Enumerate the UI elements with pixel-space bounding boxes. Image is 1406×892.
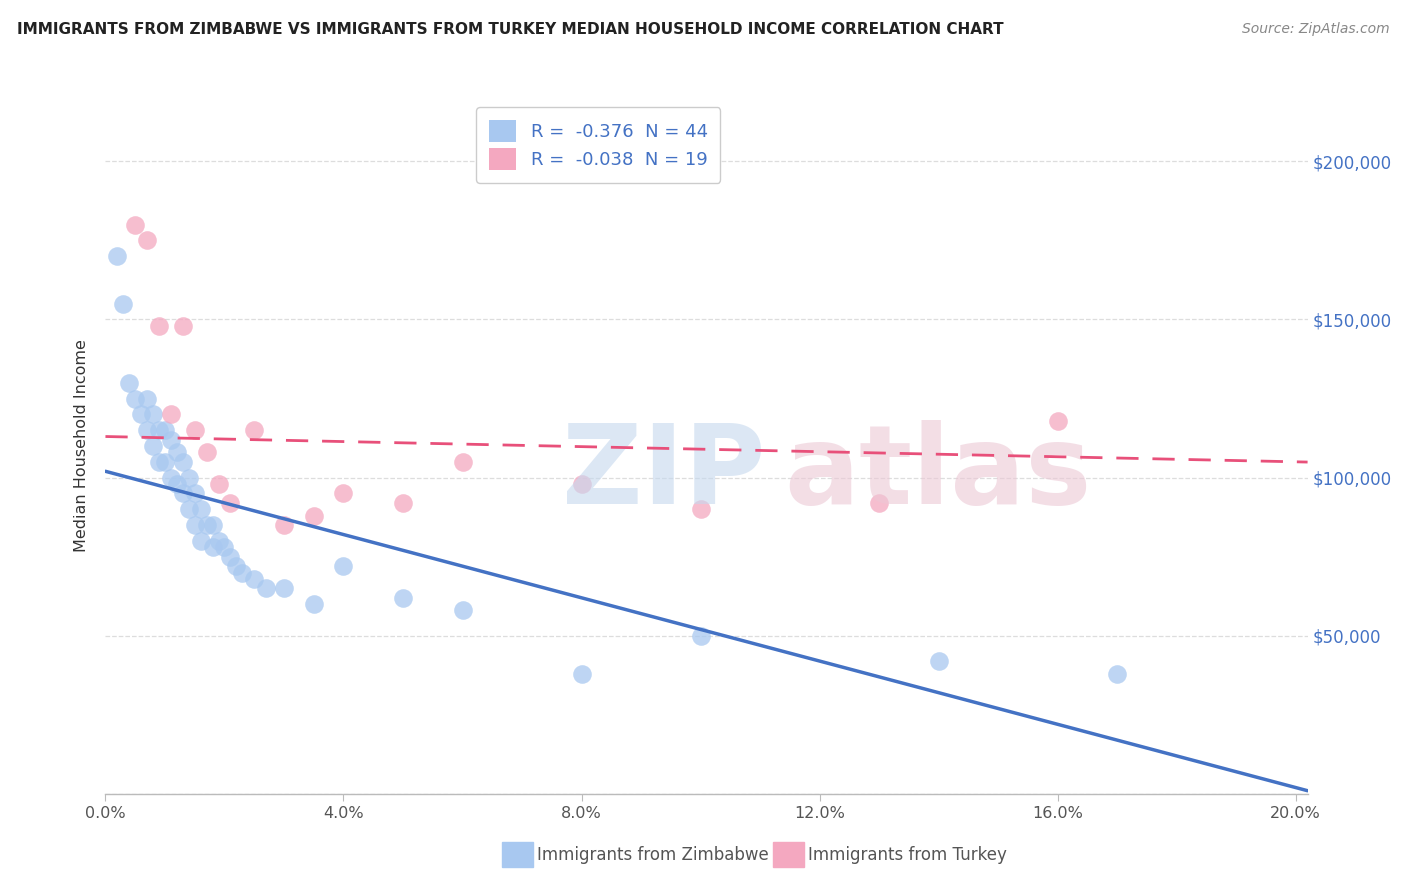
- Point: [689, 629, 711, 643]
- Point: [177, 470, 200, 484]
- Point: [243, 572, 266, 586]
- Point: [124, 218, 146, 232]
- Point: [214, 540, 236, 554]
- Point: [207, 533, 229, 548]
- Point: [166, 477, 188, 491]
- Point: [124, 392, 146, 406]
- Point: [392, 496, 415, 510]
- Text: IMMIGRANTS FROM ZIMBABWE VS IMMIGRANTS FROM TURKEY MEDIAN HOUSEHOLD INCOME CORRE: IMMIGRANTS FROM ZIMBABWE VS IMMIGRANTS F…: [17, 22, 1004, 37]
- Point: [219, 496, 242, 510]
- Point: [172, 455, 194, 469]
- Point: [332, 486, 354, 500]
- Point: [142, 439, 165, 453]
- Point: [160, 470, 183, 484]
- Y-axis label: Median Household Income: Median Household Income: [75, 340, 90, 552]
- Point: [1107, 666, 1129, 681]
- Point: [254, 582, 277, 596]
- Point: [451, 455, 474, 469]
- Point: [225, 559, 247, 574]
- Point: [129, 408, 152, 422]
- Point: [136, 423, 159, 437]
- Point: [219, 549, 242, 564]
- Point: [190, 502, 212, 516]
- Point: [183, 518, 205, 533]
- Point: [190, 533, 212, 548]
- Point: [451, 603, 474, 617]
- Point: [195, 518, 218, 533]
- Point: [177, 502, 200, 516]
- Point: [160, 433, 183, 447]
- Point: [112, 296, 135, 310]
- Point: [118, 376, 141, 390]
- Point: [302, 508, 325, 523]
- Point: [105, 249, 128, 263]
- Point: [201, 518, 224, 533]
- Point: [273, 582, 295, 596]
- Point: [231, 566, 253, 580]
- Point: [243, 423, 266, 437]
- Point: [136, 392, 159, 406]
- Point: [153, 423, 176, 437]
- Legend: R =  -0.376  N = 44, R =  -0.038  N = 19: R = -0.376 N = 44, R = -0.038 N = 19: [477, 107, 720, 183]
- Text: ZIP: ZIP: [562, 420, 766, 527]
- Point: [207, 477, 229, 491]
- Point: [166, 445, 188, 459]
- Text: Source: ZipAtlas.com: Source: ZipAtlas.com: [1241, 22, 1389, 37]
- Point: [172, 486, 194, 500]
- Point: [571, 477, 593, 491]
- Text: Immigrants from Zimbabwe: Immigrants from Zimbabwe: [537, 846, 769, 863]
- Point: [142, 408, 165, 422]
- Point: [1046, 414, 1069, 428]
- Point: [392, 591, 415, 605]
- Text: Immigrants from Turkey: Immigrants from Turkey: [808, 846, 1007, 863]
- Point: [183, 486, 205, 500]
- Point: [195, 445, 218, 459]
- Point: [148, 423, 170, 437]
- Point: [201, 540, 224, 554]
- Point: [571, 666, 593, 681]
- Point: [153, 455, 176, 469]
- Point: [302, 597, 325, 611]
- Point: [868, 496, 890, 510]
- Point: [148, 455, 170, 469]
- Point: [136, 234, 159, 248]
- Point: [689, 502, 711, 516]
- Point: [928, 654, 950, 668]
- Point: [160, 408, 183, 422]
- Point: [172, 318, 194, 333]
- Text: atlas: atlas: [785, 420, 1092, 527]
- Point: [148, 318, 170, 333]
- Point: [273, 518, 295, 533]
- Point: [332, 559, 354, 574]
- Point: [183, 423, 205, 437]
